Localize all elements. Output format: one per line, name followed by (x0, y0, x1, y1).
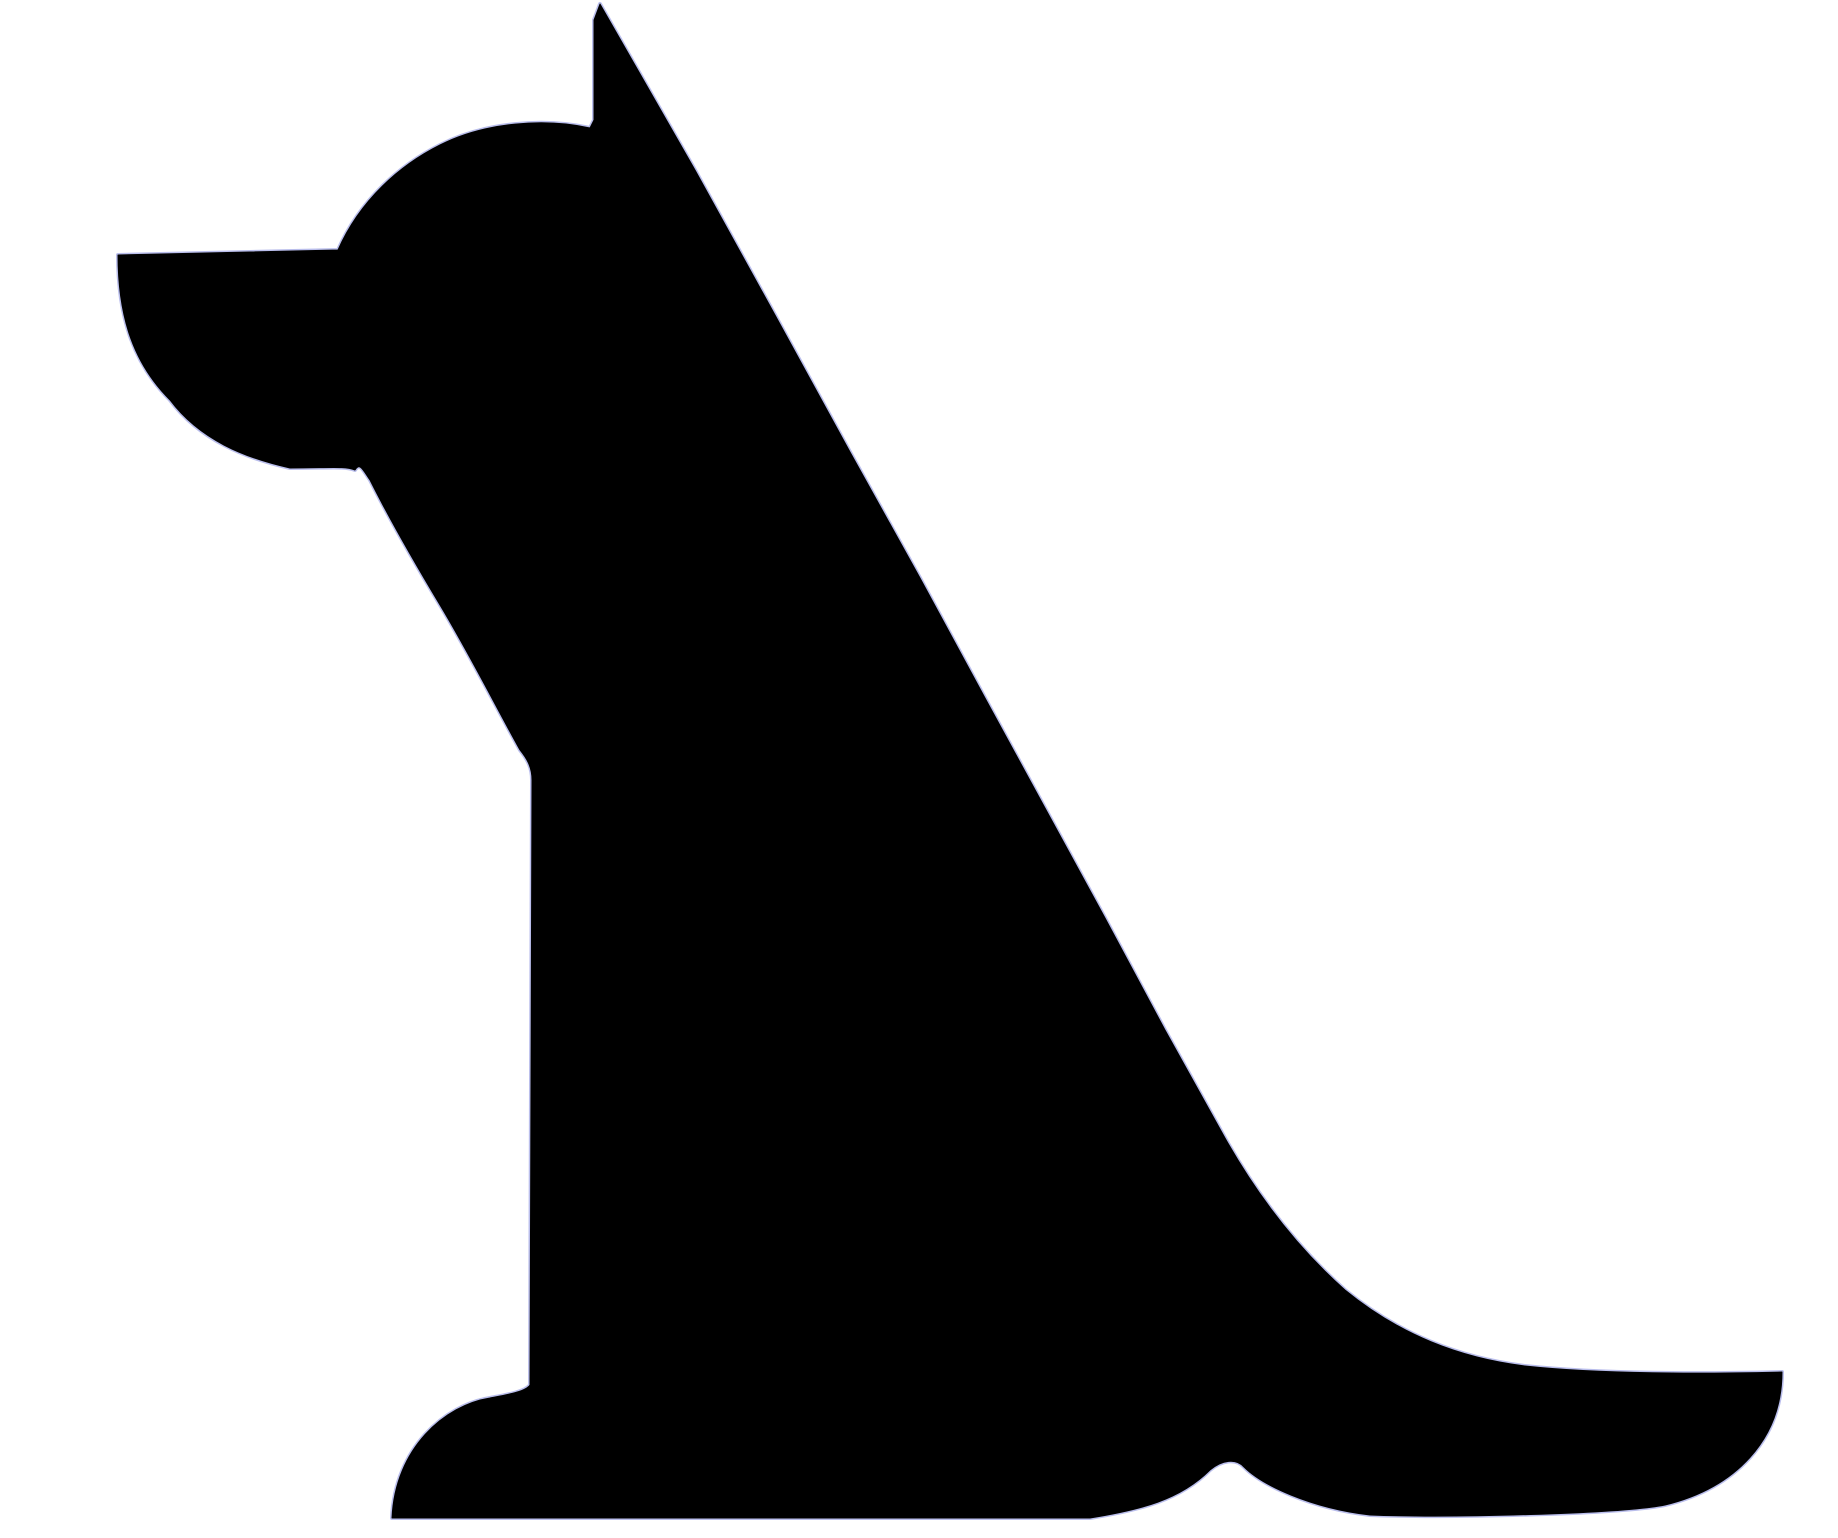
dog-silhouette (117, 3, 1783, 1519)
